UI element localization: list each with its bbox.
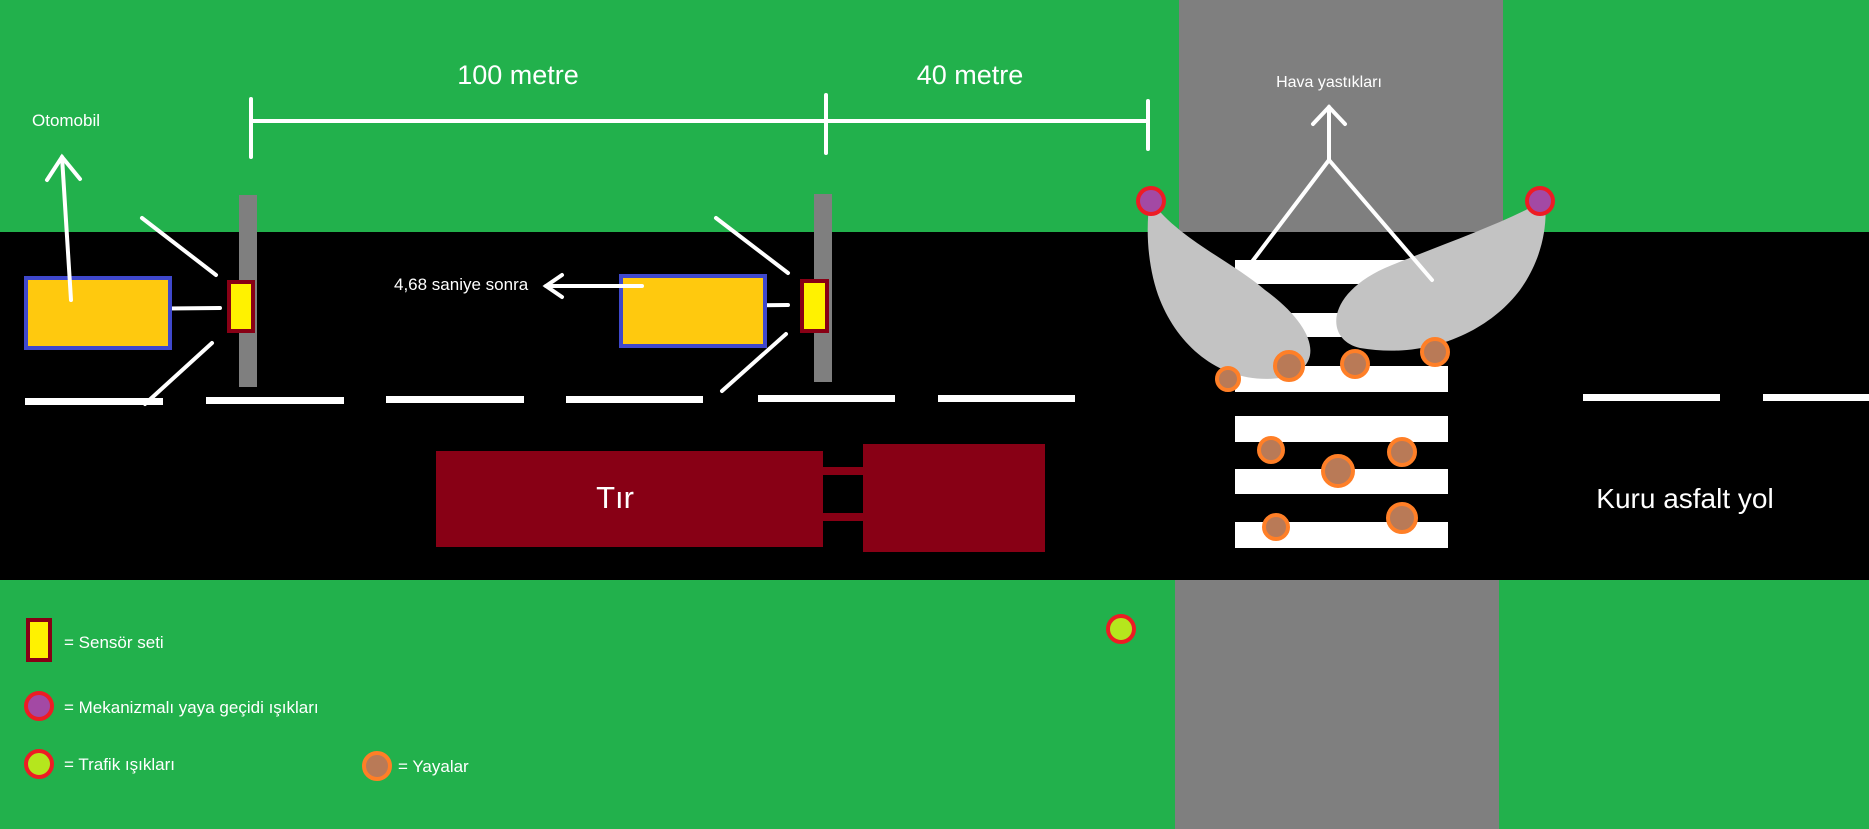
- lane-dash: [758, 395, 895, 402]
- pedestrian: [1215, 366, 1241, 392]
- sidewalk-bottom: [1175, 580, 1499, 829]
- pedestrian-icon: [362, 751, 392, 781]
- pedestrian: [1387, 437, 1417, 467]
- truck-trailer: [436, 451, 823, 547]
- truck-coupler: [823, 467, 863, 475]
- legend: = Sensör seti = Mekanizmalı yaya geçidi …: [24, 618, 469, 781]
- legend-label-sensor: = Sensör seti: [64, 633, 164, 652]
- pedestrian: [1262, 513, 1290, 541]
- lane-dash: [938, 395, 1075, 402]
- crossing-light-right: [1525, 186, 1555, 216]
- car-1: [24, 276, 172, 350]
- pedestrian: [1321, 454, 1355, 488]
- pedestrian: [1340, 349, 1370, 379]
- pedestrian: [1420, 337, 1450, 367]
- pedestrian: [1257, 436, 1285, 464]
- lane-dash: [1583, 394, 1720, 401]
- motion-arrow: [542, 273, 644, 299]
- delay-label: 4,68 saniye sonra: [394, 275, 529, 294]
- crossing-light-left: [1136, 186, 1166, 216]
- car-label-pointer: [45, 153, 82, 302]
- legend-label-crossing-light: = Mekanizmalı yaya geçidi ışıkları: [64, 698, 319, 717]
- lane-dash: [386, 396, 524, 403]
- traffic-light-icon: [24, 749, 54, 779]
- lane-dash: [566, 396, 703, 403]
- truck-cab: [863, 444, 1045, 552]
- legend-label-traffic-light: = Trafik ışıkları: [64, 755, 175, 774]
- legend-label-pedestrian: = Yayalar: [398, 757, 469, 776]
- airbag-pointer: [1246, 104, 1434, 282]
- airbag-left: [1147, 200, 1311, 379]
- airbag-right: [1336, 200, 1546, 351]
- pedestrians: [1215, 337, 1450, 541]
- sensor-set-icon: [26, 618, 52, 662]
- truck-coupler: [823, 513, 863, 521]
- distance-label-100: 100 metre: [457, 60, 579, 90]
- lane-dash: [1763, 394, 1869, 401]
- lane-markings: [25, 394, 1869, 405]
- airbags-label: Hava yastıkları: [1276, 74, 1382, 91]
- pedestrian: [1386, 502, 1418, 534]
- sensor-set-1: [227, 280, 255, 333]
- truck-label: Tır: [596, 480, 634, 515]
- car-label: Otomobil: [32, 111, 100, 130]
- car-2: [619, 274, 767, 348]
- sensor-set-2: [800, 279, 829, 333]
- distance-scale: [249, 93, 1150, 159]
- pedestrian: [1273, 350, 1305, 382]
- lane-dash: [206, 397, 344, 404]
- sidewalk-top: [1179, 0, 1503, 232]
- lane-dash: [25, 398, 163, 405]
- road-label: Kuru asfalt yol: [1596, 483, 1773, 514]
- crossing-light-icon: [24, 691, 54, 721]
- distance-label-40: 40 metre: [917, 60, 1024, 90]
- traffic-light: [1106, 614, 1136, 644]
